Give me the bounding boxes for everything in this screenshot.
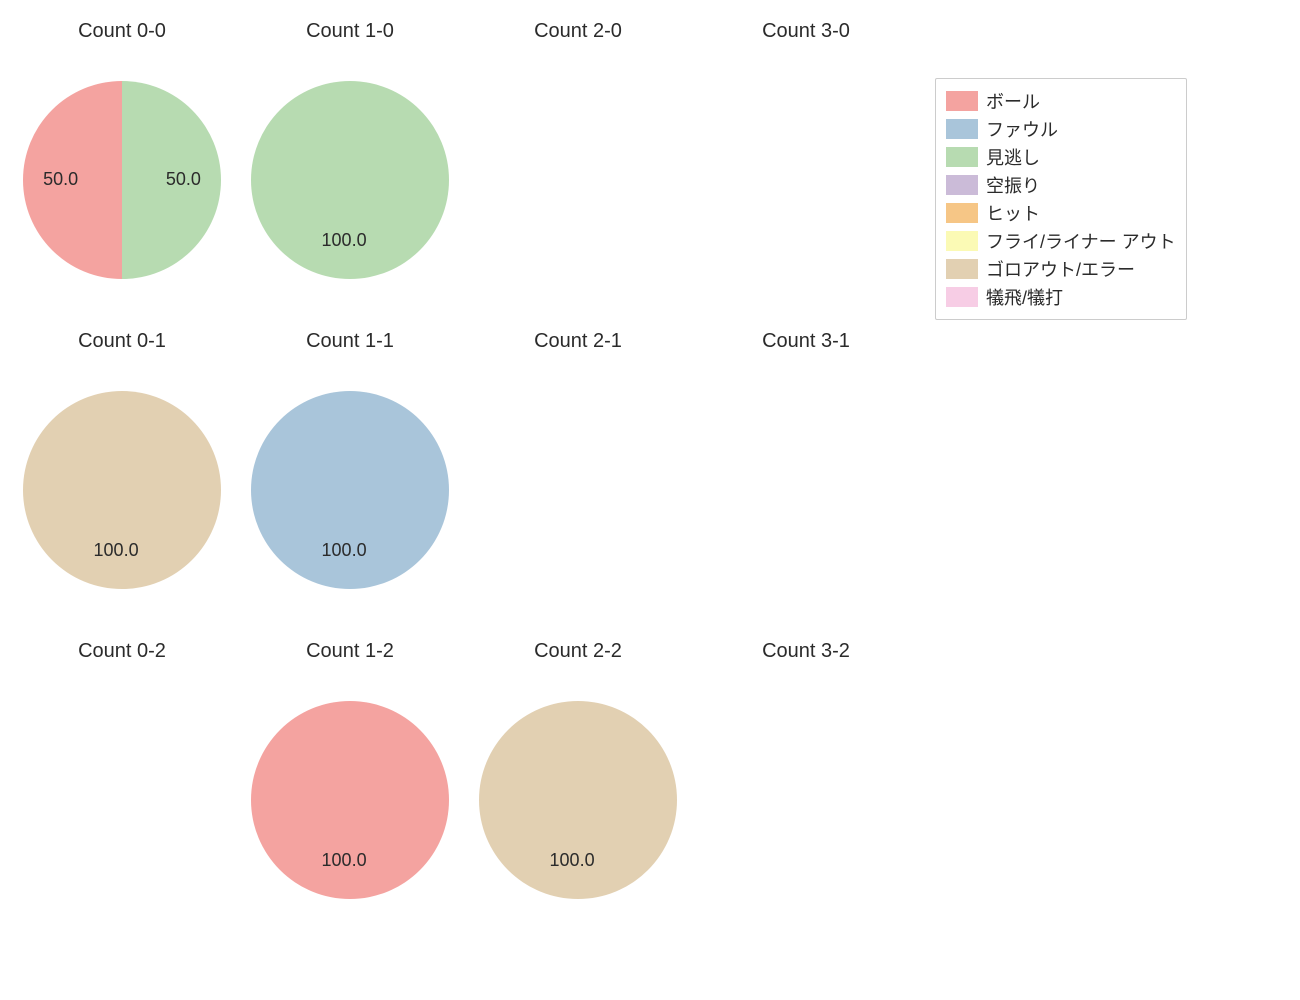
legend-item: ファウル xyxy=(946,115,1176,143)
legend-swatch xyxy=(946,91,978,111)
legend-label: ファウル xyxy=(986,116,1058,142)
legend-swatch xyxy=(946,203,978,223)
pie-slice-label: 50.0 xyxy=(43,169,78,189)
legend-swatch xyxy=(946,259,978,279)
pie-cell: Count 3-2 xyxy=(692,630,920,940)
pie-cell: Count 1-0100.0 xyxy=(236,10,464,320)
legend: ボールファウル見逃し空振りヒットフライ/ライナー アウトゴロアウト/エラー犠飛/… xyxy=(935,78,1187,320)
pie-title: Count 2-1 xyxy=(464,330,692,353)
legend-item: 犠飛/犠打 xyxy=(946,283,1176,311)
pie-cell: Count 2-2100.0 xyxy=(464,630,692,940)
pie-title: Count 3-1 xyxy=(692,330,920,353)
pie-slice-label: 100.0 xyxy=(322,540,367,560)
legend-swatch xyxy=(946,231,978,251)
legend-item: フライ/ライナー アウト xyxy=(946,227,1176,255)
legend-swatch xyxy=(946,119,978,139)
legend-label: 見逃し xyxy=(986,144,1040,170)
legend-swatch xyxy=(946,175,978,195)
pie-cell: Count 1-1100.0 xyxy=(236,320,464,630)
legend-item: ヒット xyxy=(946,199,1176,227)
legend-label: 空振り xyxy=(986,172,1040,198)
pie-cell: Count 2-1 xyxy=(464,320,692,630)
legend-swatch xyxy=(946,147,978,167)
pie-cell: Count 3-0 xyxy=(692,10,920,320)
pie-slice-label: 100.0 xyxy=(94,540,139,560)
pie-cell: Count 3-1 xyxy=(692,320,920,630)
pie-slice-label: 100.0 xyxy=(322,850,367,870)
pie-title: Count 3-2 xyxy=(692,640,920,663)
pie-title: Count 3-0 xyxy=(692,20,920,43)
pie-chart: 100.0 xyxy=(196,336,504,644)
pie-title: Count 2-0 xyxy=(464,20,692,43)
legend-label: フライ/ライナー アウト xyxy=(986,228,1176,254)
legend-label: ゴロアウト/エラー xyxy=(986,256,1135,282)
chart-canvas: Count 0-050.050.0Count 1-0100.0Count 2-0… xyxy=(0,0,1300,1000)
legend-swatch xyxy=(946,287,978,307)
pie-slice-label: 100.0 xyxy=(322,230,367,250)
legend-item: ゴロアウト/エラー xyxy=(946,255,1176,283)
legend-item: 見逃し xyxy=(946,143,1176,171)
pie-chart: 100.0 xyxy=(424,646,732,954)
legend-label: ヒット xyxy=(986,200,1040,226)
legend-label: ボール xyxy=(986,88,1040,114)
pie-chart: 100.0 xyxy=(196,26,504,334)
legend-item: ボール xyxy=(946,87,1176,115)
pie-slice-label: 100.0 xyxy=(550,850,595,870)
legend-label: 犠飛/犠打 xyxy=(986,284,1063,310)
legend-item: 空振り xyxy=(946,171,1176,199)
pie-cell: Count 2-0 xyxy=(464,10,692,320)
